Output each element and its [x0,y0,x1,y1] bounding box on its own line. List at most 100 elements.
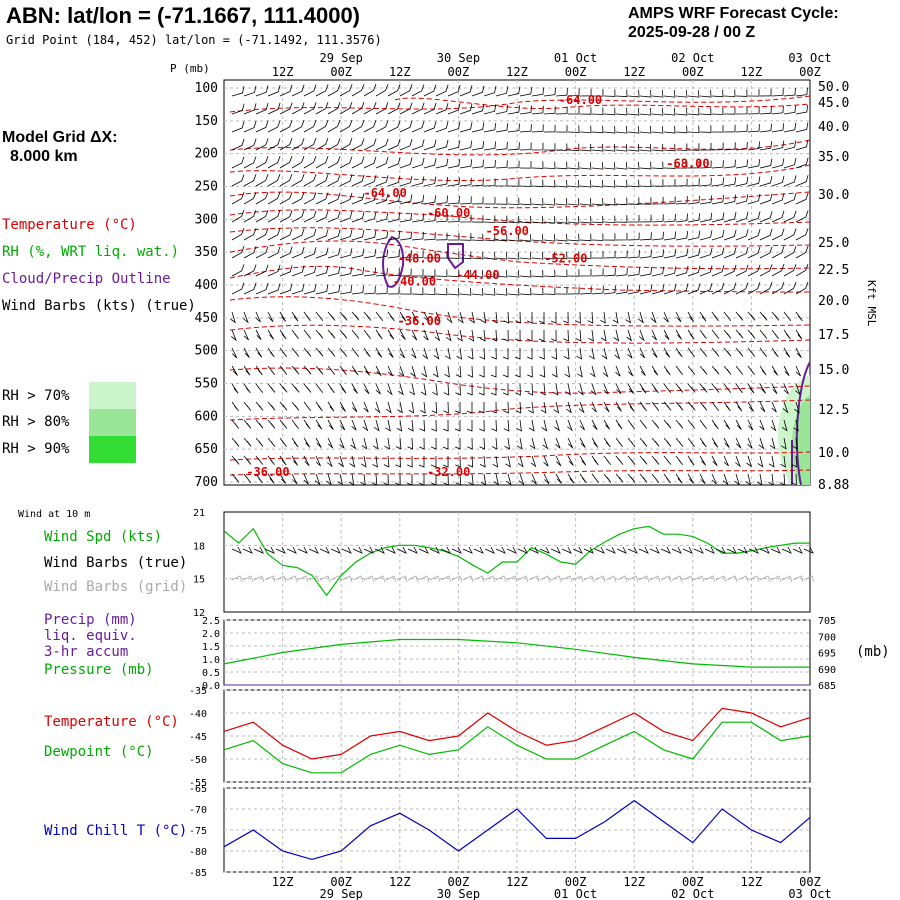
wind-barb [255,102,269,115]
wind-barb [363,286,376,295]
wind-barb [603,383,609,395]
wind-barb [412,269,424,277]
wind-barb [303,102,317,115]
wind-barb [699,212,713,223]
wind-barb [699,473,706,484]
wind-barb [386,383,393,396]
temp-tick-label: -40 [189,709,207,720]
wind-barb [459,251,472,260]
wind-barb [363,193,377,205]
wind-barb [626,329,633,342]
wind-barb-grid [440,575,452,583]
wind-barb [711,229,725,241]
wind-barb [351,383,358,394]
wind-barb [792,437,799,450]
wind-barb [627,473,636,483]
wind-barb [267,473,275,484]
wind-barb [759,329,768,339]
wind-barb [651,161,664,170]
wind-barb [231,246,245,259]
wind-barb [663,231,676,241]
wind-barb [783,87,796,97]
wind-barb [279,347,287,358]
wind-barb [723,437,730,448]
wind-barb [471,233,484,242]
wind-barb [795,329,803,340]
wind-barb [638,329,645,342]
wind-barb [531,161,544,169]
wind-barb [783,228,797,241]
wind-barb [538,330,545,342]
wind-barb [651,365,659,376]
wind-barb [567,143,580,152]
wind-barb [539,365,546,378]
wind-barb [711,282,725,295]
wind-barb [303,138,317,151]
wind-barb [507,160,520,169]
wind-barb [243,246,257,259]
wind-barb [711,142,724,151]
wind-barb [723,247,737,259]
wind-barb [579,268,592,277]
wind-barb [423,232,436,241]
wind-barb [663,196,676,205]
wind-barb [639,473,648,483]
time-hour-label-bottom: 12Z [623,875,645,889]
wind-barb [483,251,496,260]
wind-barb [493,473,500,486]
wind-barb-10m [693,546,704,554]
wind-barb-grid [396,575,408,583]
wind-chill-line [223,799,811,861]
wind-barb [687,401,696,411]
wind-barb [699,455,707,466]
wind-barb [699,437,707,448]
wind-barb [639,197,652,205]
wind-barb [771,282,785,295]
wind-barb [555,455,562,467]
wind-barb [687,248,701,259]
wind-barb [675,161,688,169]
pressure-right-tick-label: 695 [818,649,836,660]
wind-barb [687,473,694,484]
wind-barb [771,175,785,187]
wind-barb [231,347,238,359]
wind-barb [267,347,275,358]
wind-barb [243,473,252,483]
wind-barb [759,211,773,223]
wind-barb [411,347,417,359]
wind-barb [543,287,556,295]
wind-barb [699,125,712,133]
wind-barb [411,139,425,151]
wind-barb [735,383,743,394]
wind-barb [565,383,572,396]
wind-barb [711,455,718,466]
wind-barb [363,102,377,115]
wind-barb [747,401,754,412]
wind-barb [483,215,496,223]
wind-barb-10m [572,546,583,554]
wind-barb-grid [297,575,309,583]
wind-barb [675,473,683,484]
wind-barb-grid [781,575,793,583]
wind-barb [504,437,511,450]
wind-barb [627,383,634,394]
wind-barb [519,86,533,97]
wind-barb-grid [715,575,727,583]
wind-barb [711,264,725,277]
wind-barb [601,347,608,360]
wind-barb [327,192,341,205]
wind-barb [675,125,688,134]
wind-barb [455,473,462,486]
wind-barb [459,177,472,187]
wind-barb [526,347,533,360]
wind-barb [399,175,413,187]
wind-barb [255,120,269,133]
wind-barb [375,138,389,151]
wind-barb [255,401,264,411]
wind-barb [519,179,532,187]
wind-barb [387,138,401,151]
wind-barb [351,193,365,205]
wind-barb-grid [418,575,430,583]
isotherm-label: -44.00 [456,268,499,282]
wind-barb [243,85,257,97]
